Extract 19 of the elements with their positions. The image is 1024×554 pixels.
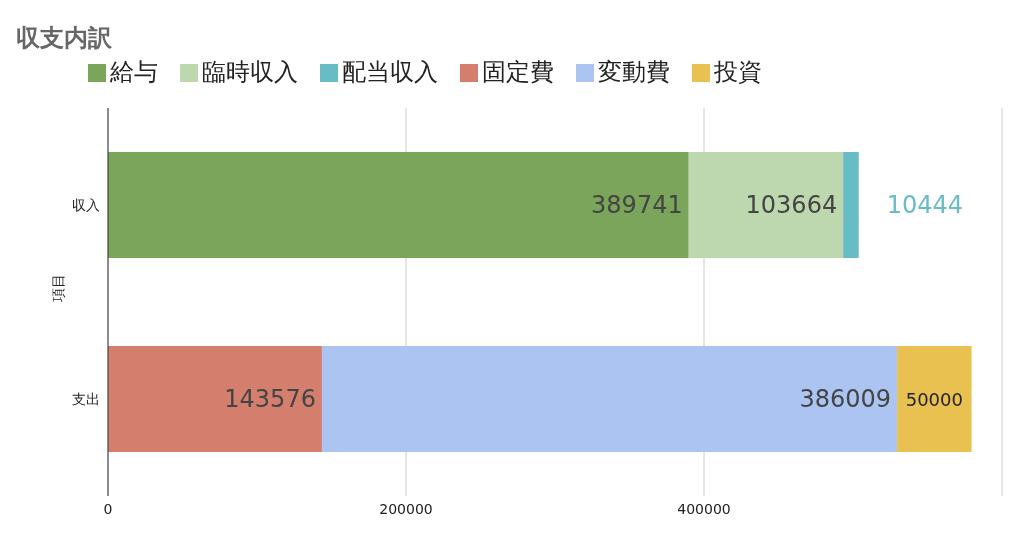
data-label: 143576 — [224, 385, 316, 413]
data-label: 386009 — [799, 385, 892, 413]
legend-label: 固定費 — [482, 58, 554, 86]
chart-title: 収支内訳 — [15, 23, 113, 54]
x-tick-label: 0 — [103, 500, 113, 517]
legend-label: 配当収入 — [342, 58, 438, 86]
x-tick-label: 200000 — [379, 500, 433, 517]
y-axis-title: 項目 — [49, 274, 66, 303]
data-label: 103664 — [745, 191, 838, 219]
legend-label: 変動費 — [598, 58, 670, 86]
x-tick-label: 400000 — [677, 500, 731, 517]
legend-label: 投資 — [714, 58, 762, 86]
data-label: 10444 — [886, 191, 964, 219]
data-label: 50000 — [905, 388, 963, 410]
y-tick-label: 支出 — [72, 390, 100, 407]
y-tick-label: 収入 — [72, 196, 100, 213]
data-label: 389741 — [591, 191, 683, 219]
legend-label: 臨時収入 — [202, 58, 298, 86]
legend-label: 給与 — [110, 58, 158, 86]
